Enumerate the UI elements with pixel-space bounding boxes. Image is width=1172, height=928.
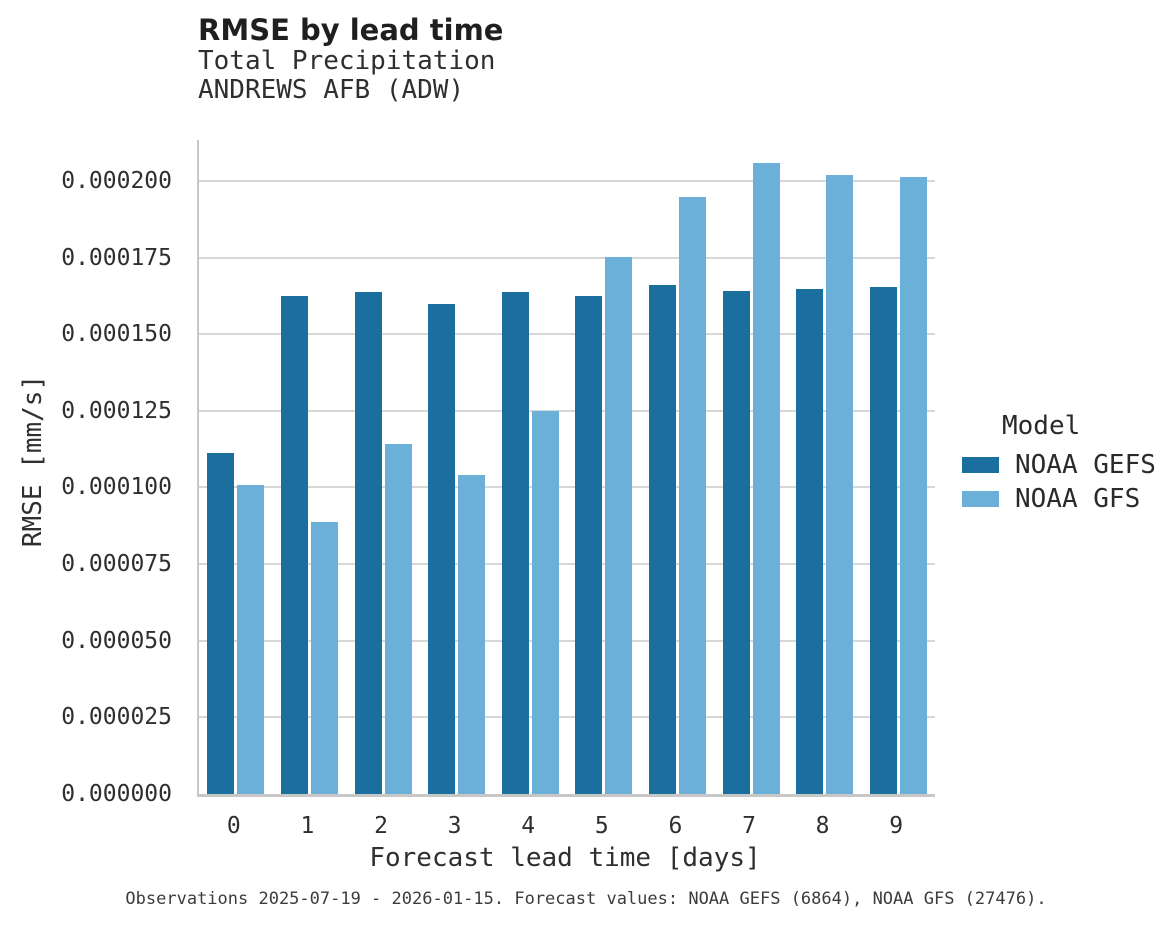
bar-noaa-gefs-lead-8 [796,289,824,794]
x-tick-label-6: 6 [668,813,683,839]
x-axis-title: Forecast lead time [days] [369,843,761,873]
bar-noaa-gfs-lead-4 [531,411,559,794]
y-tick-label: 0.000125 [61,397,172,424]
y-tick-label: 0.000050 [61,627,172,654]
y-tick-label: 0.000200 [61,167,172,194]
y-tick-label: 0.000075 [61,551,172,578]
bar-noaa-gefs-lead-0 [207,453,235,794]
bar-noaa-gfs-lead-7 [752,163,780,794]
gridline-y-0.000050 [199,639,935,642]
legend-swatch-noaa-gfs [962,491,999,507]
x-tick-label-0: 0 [226,813,241,839]
bar-noaa-gefs-lead-4 [501,291,529,794]
bar-noaa-gefs-lead-2 [354,291,382,794]
legend-entry: NOAA GEFS [960,450,1172,480]
bar-noaa-gefs-lead-3 [428,303,456,794]
x-tick-label-5: 5 [594,813,609,839]
gridline-y-0.000150 [199,333,935,336]
bar-noaa-gefs-lead-6 [648,285,676,794]
gridline-y-0.000200 [199,179,935,182]
chart-subtitle: Total Precipitation ANDREWS AFB (ADW) [198,47,495,105]
x-tick-label-8: 8 [815,813,830,839]
plot-area [197,140,935,797]
gridline-y-0.000175 [199,256,935,259]
x-tick-label-9: 9 [889,813,904,839]
legend-swatch-noaa-gefs [962,457,999,473]
caption: Observations 2025-07-19 - 2026-01-15. Fo… [125,889,1047,909]
legend-entry: NOAA GFS [960,484,1172,514]
subtitle-station: ANDREWS AFB (ADW) [198,75,465,105]
legend-entries: NOAA GEFS NOAA GFS [960,450,1172,514]
bar-noaa-gfs-lead-9 [899,176,927,794]
bar-noaa-gefs-lead-1 [280,295,308,794]
y-tick-label: 0.000100 [61,474,172,501]
legend: Model NOAA GEFS NOAA GFS [960,410,1172,514]
bar-noaa-gefs-lead-5 [575,295,603,794]
bar-noaa-gfs-lead-3 [458,474,486,794]
bar-noaa-gefs-lead-7 [722,290,750,794]
bar-noaa-gfs-lead-0 [237,485,265,794]
bar-noaa-gefs-lead-9 [869,287,897,794]
y-tick-label: 0.000175 [61,244,172,271]
x-tick-label-1: 1 [300,813,315,839]
gridline-y-0.000100 [199,486,935,489]
bar-noaa-gfs-lead-6 [678,196,706,794]
y-tick-label: 0.000000 [61,781,172,807]
x-tick-label-7: 7 [742,813,756,839]
legend-title: Model [1002,411,1081,441]
gridline-y-0.000075 [199,563,935,566]
x-tick-label-3: 3 [447,813,462,839]
bar-noaa-gfs-lead-5 [605,256,633,794]
gridline-y-0.000025 [199,716,935,719]
legend-label: NOAA GFS [1015,484,1141,514]
bar-noaa-gfs-lead-8 [826,174,854,794]
bar-noaa-gfs-lead-2 [384,444,412,794]
legend-label: NOAA GEFS [1015,450,1156,480]
y-tick-label: 0.000025 [61,704,172,731]
subtitle-variable: Total Precipitation [198,46,496,76]
y-tick-label: 0.000150 [61,321,172,348]
bar-noaa-gfs-lead-1 [310,521,338,794]
gridline-y-0.000125 [199,409,935,412]
x-tick-label-4: 4 [521,813,536,839]
chart-title: RMSE by lead time [198,13,504,47]
x-tick-label-2: 2 [374,813,388,839]
